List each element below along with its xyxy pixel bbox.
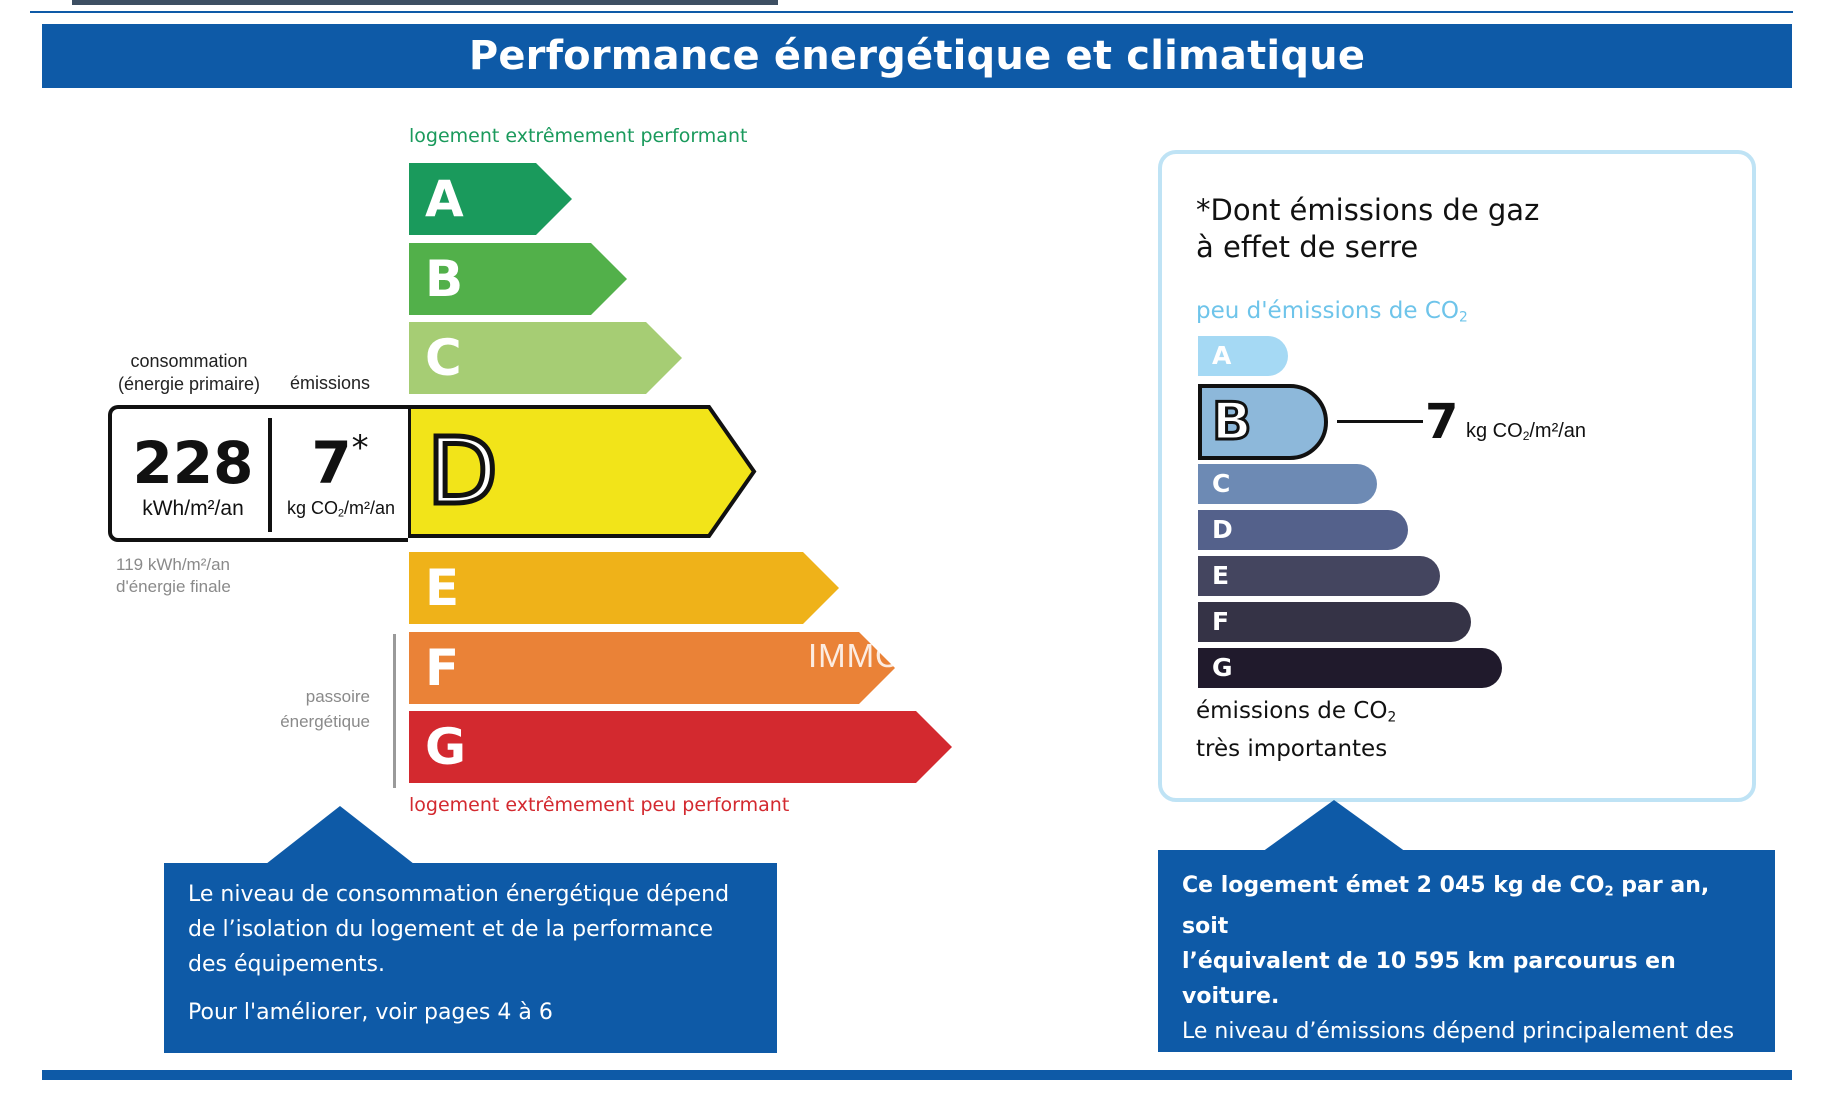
emissions-info-line1: Le niveau d’émissions dépend principalem… [1182, 1019, 1735, 1045]
energy-value: 228 [132, 429, 254, 497]
ges-unit: kg CO2/m²/an [1466, 420, 1586, 443]
box-divider [268, 418, 272, 532]
co2-unit-suffix: /m²/an [344, 498, 396, 518]
consumption-label-line2: (énergie primaire) [117, 374, 261, 394]
energy-class-letter: A [425, 170, 464, 228]
energy-class-letter: F [425, 639, 460, 697]
ges-class-letter: B [1211, 391, 1254, 454]
top-photo-strip [72, 0, 778, 5]
scale-bottom-caption: logement extrêmement peu performant [409, 794, 790, 816]
energy-info-line1: Le niveau de consommation énergétique dé… [188, 882, 730, 907]
ges-unit-prefix: kg CO [1466, 420, 1523, 442]
ges-title-line2: à effet de serre [1196, 230, 1419, 264]
ges-class-letter: C [1212, 469, 1231, 498]
emissions-summary-suffix: par an, soit [1182, 873, 1710, 940]
energy-class-letter: C [425, 329, 462, 387]
energy-info-line3: des équipements. [188, 952, 386, 977]
emissions-info-line3: fioul, etc.) [1182, 1089, 1294, 1115]
ges-bottom-caption: émissions de CO2 très importantes [1196, 695, 1396, 765]
passoire-bracket [393, 634, 396, 788]
energy-class-letter: E [425, 559, 460, 617]
passoire-label: passoire énergétique [250, 684, 370, 734]
scale-top-caption: logement extrêmement performant [409, 125, 748, 147]
ges-unit-suffix: /m²/an [1529, 420, 1587, 442]
ges-value-connector [1337, 420, 1423, 423]
energy-info-line2: de l’isolation du logement et de la perf… [188, 917, 713, 942]
energy-info-text: Le niveau de consommation énergétique dé… [188, 877, 753, 982]
ges-title: *Dont émissions de gaz à effet de serre [1196, 192, 1539, 266]
ges-top-caption-prefix: peu d'émissions de CO [1196, 298, 1460, 324]
left-callout-pointer [266, 806, 414, 864]
final-energy-label: 119 kWh/m²/an d'énergie finale [116, 554, 231, 598]
co2-value: 7* [280, 428, 400, 498]
ges-class-letter: A [1212, 341, 1232, 370]
emissions-label: émissions [290, 373, 371, 393]
co2-value-number: 7 [311, 429, 352, 497]
ges-unit-sub: 2 [1522, 429, 1530, 443]
ges-value: 7 [1425, 394, 1459, 450]
ges-class-letter: G [1212, 653, 1233, 682]
consumption-box [108, 405, 408, 542]
energy-unit: kWh/m²/an [142, 497, 244, 520]
ges-bottom-caption-prefix: émissions de CO [1196, 698, 1388, 724]
ges-title-line1: *Dont émissions de gaz [1196, 193, 1540, 227]
emissions-summary-sub: 2 [1604, 884, 1614, 900]
ges-class-letter: F [1212, 607, 1230, 636]
page-title: Performance énergétique et climatique [468, 33, 1366, 79]
emissions-summary: Ce logement émet 2 045 kg de CO2 par an,… [1182, 868, 1751, 1014]
ges-class-letter: D [1212, 515, 1233, 544]
ges-top-caption: peu d'émissions de CO2 [1196, 298, 1468, 325]
emissions-summary-prefix: Ce logement émet 2 045 kg de CO [1182, 873, 1605, 898]
energy-class-letter: G [425, 718, 467, 776]
final-energy-line1: 119 kWh/m²/an [116, 555, 231, 574]
emissions-summary-line2: l’équivalent de 10 595 km parcourus en v… [1182, 949, 1676, 1010]
ges-class-letter: E [1212, 561, 1230, 590]
energy-info-callout: Le niveau de consommation énergétique dé… [164, 863, 777, 1053]
watermark: IMMO [808, 637, 902, 674]
co2-unit-sub: 2 [337, 507, 344, 520]
final-energy-line2: d'énergie finale [116, 577, 231, 596]
ges-bottom-caption-sub: 2 [1387, 709, 1397, 726]
co2-unit-prefix: kg CO [286, 498, 338, 518]
passoire-line2: énergétique [280, 712, 370, 731]
emissions-info-callout: Ce logement émet 2 045 kg de CO2 par an,… [1158, 850, 1775, 1114]
improvement-pages-link[interactable]: Pour l'améliorer, voir pages 4 à 6 [188, 1000, 553, 1025]
next-section-banner [42, 1070, 1792, 1080]
consumption-label: consommation (énergie primaire) [104, 350, 274, 396]
co2-asterisk: * [351, 428, 369, 468]
right-callout-pointer [1262, 800, 1406, 852]
header-banner: Performance énergétique et climatique [42, 24, 1792, 88]
energy-class-letter: B [425, 250, 464, 308]
ges-top-caption-sub: 2 [1459, 309, 1468, 326]
top-divider [30, 11, 1793, 13]
ges-bottom-caption-line2: très importantes [1196, 736, 1388, 763]
energy-class-letter: D [425, 416, 501, 528]
emissions-info-text: Le niveau d’émissions dépend principalem… [1182, 1014, 1751, 1119]
consumption-label-line1: consommation [130, 351, 248, 371]
passoire-line1: passoire [305, 687, 370, 706]
co2-unit: kg CO2/m²/an [276, 498, 406, 520]
